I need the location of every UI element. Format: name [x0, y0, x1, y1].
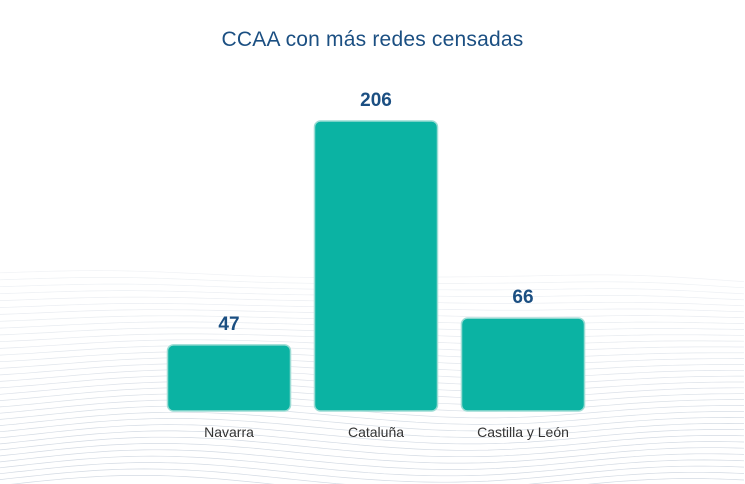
- bar-navarra: [166, 344, 292, 412]
- wave-line: [0, 443, 745, 464]
- bar-cataluña: [313, 120, 439, 412]
- wave-line: [0, 418, 745, 438]
- category-labels-group: Navarra Cataluña Castilla y León: [204, 424, 569, 440]
- wave-line: [10, 475, 745, 484]
- wave-line: [0, 399, 744, 419]
- wave-line: [0, 411, 744, 432]
- wave-line: [0, 424, 745, 445]
- wave-line: [0, 462, 745, 483]
- data-label: 66: [512, 287, 533, 308]
- category-label: Cataluña: [348, 424, 404, 440]
- wave-line: [0, 405, 744, 425]
- category-label: Navarra: [204, 424, 254, 440]
- category-label: Castilla y León: [477, 424, 569, 440]
- bar-castilla-y-león: [460, 317, 586, 412]
- wave-line: [0, 449, 745, 470]
- chart-title: CCAA con más redes censadas: [221, 28, 524, 51]
- wave-line: [0, 430, 745, 451]
- wave-line: [0, 455, 745, 477]
- value-labels-group: 47 206 66: [218, 90, 533, 335]
- bars-group: [166, 120, 586, 412]
- wave-line: [0, 436, 745, 458]
- wave-line: [0, 468, 745, 484]
- data-label: 47: [218, 314, 239, 335]
- data-label: 206: [360, 90, 392, 111]
